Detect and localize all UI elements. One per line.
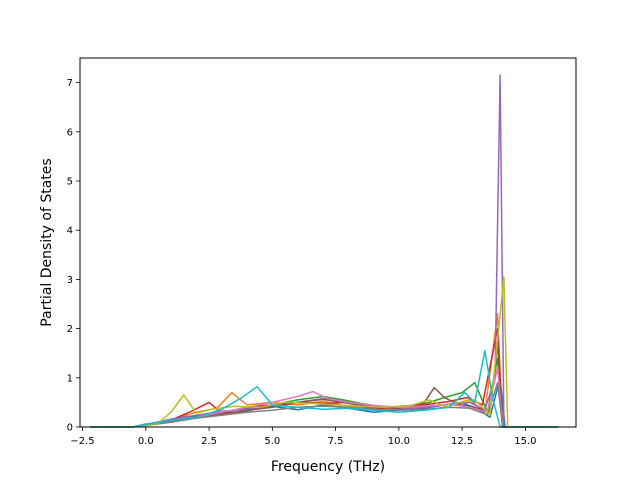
y-axis: 0 1 2 3 4 5 6 7 <box>67 78 80 434</box>
x-tick-label: 12.5 <box>451 436 473 447</box>
x-tick-label: 15.0 <box>514 436 536 447</box>
x-axis-title: Frequency (THz) <box>271 459 385 475</box>
x-tick-label: 10.0 <box>388 436 410 447</box>
plot-area <box>79 57 577 428</box>
y-axis-title: Partial Density of States <box>39 158 55 326</box>
series-line-10 <box>90 349 559 428</box>
x-axis: −2.5 0.0 2.5 5.0 7.5 10.0 12.5 15.0 <box>70 427 537 447</box>
axes-frame <box>79 57 577 428</box>
series-line-9 <box>90 276 559 428</box>
y-tick-label: 7 <box>67 78 73 89</box>
y-tick-label: 3 <box>67 275 73 286</box>
y-tick-label: 1 <box>67 373 73 384</box>
series-layer <box>90 74 559 428</box>
y-tick-label: 4 <box>67 226 73 237</box>
y-tick-label: 5 <box>67 177 73 188</box>
axes-background <box>80 58 576 427</box>
x-tick-label: 5.0 <box>264 436 280 447</box>
x-tick-label: 2.5 <box>201 436 217 447</box>
x-tick-label: −2.5 <box>70 436 94 447</box>
y-tick-label: 2 <box>67 324 73 335</box>
x-tick-label: 0.0 <box>138 436 154 447</box>
y-tick-label: 0 <box>67 423 73 434</box>
y-tick-label: 6 <box>67 127 73 138</box>
x-tick-label: 7.5 <box>328 436 344 447</box>
series-line-8 <box>90 381 559 428</box>
